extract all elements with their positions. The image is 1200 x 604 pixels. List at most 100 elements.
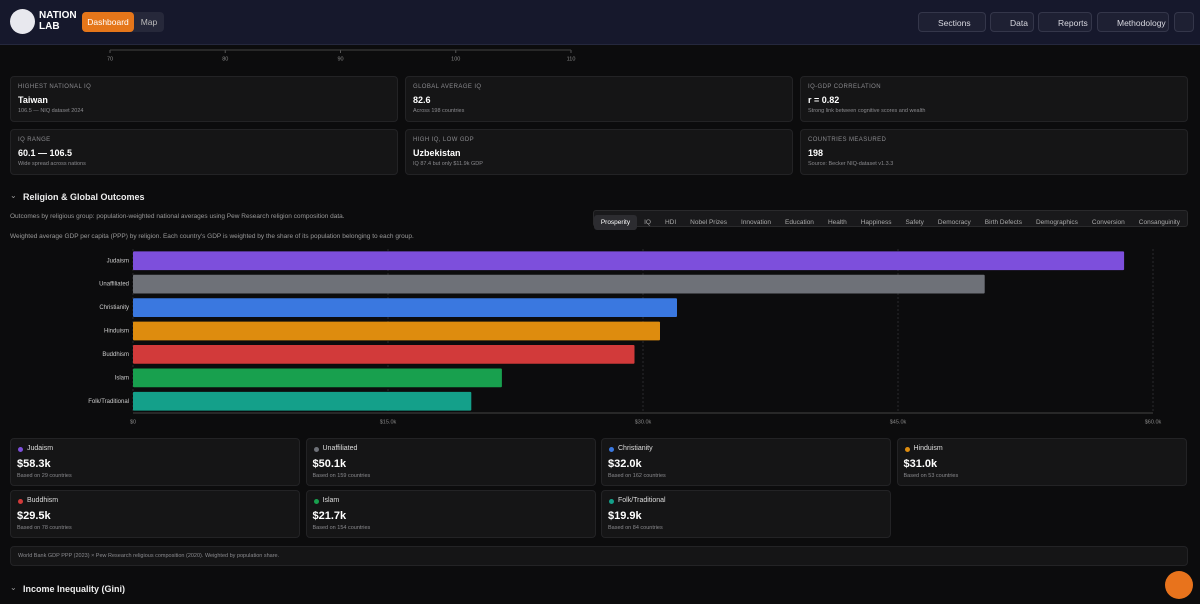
- stat-label: COUNTRIES MEASURED: [808, 137, 887, 143]
- nav-button[interactable]: Data: [990, 12, 1034, 32]
- nav-tabs: Dashboard Map: [82, 12, 164, 32]
- metric-tab[interactable]: Conversion: [1091, 219, 1125, 226]
- stat-value: r = 0.82: [808, 95, 840, 105]
- color-dot: [18, 499, 23, 504]
- group-name: Christianity: [618, 445, 653, 452]
- color-dot: [609, 499, 614, 504]
- collapse-icon[interactable]: ⌄: [10, 191, 17, 200]
- stat-value: Taiwan: [18, 95, 48, 105]
- metric-tab[interactable]: Education: [785, 219, 814, 226]
- footnote: World Bank GDP PPP (2023) × Pew Research…: [18, 553, 280, 559]
- stat-label: HIGHEST NATIONAL IQ: [18, 84, 92, 90]
- metric-tab[interactable]: Innovation: [741, 219, 772, 226]
- stat-note: Across 198 countries: [413, 108, 465, 114]
- group-note: Based on 154 countries: [312, 525, 371, 531]
- bar: [133, 274, 985, 294]
- y-tick-label: Buddhism: [102, 352, 129, 358]
- metric-tab[interactable]: IQ: [644, 219, 651, 226]
- stat-label: IQ RANGE: [18, 137, 51, 143]
- section-title: Religion & Global Outcomes: [23, 192, 145, 202]
- stat-note: Source: Becker NIQ-dataset v1.3.3: [808, 161, 894, 167]
- group-name: Folk/Traditional: [618, 497, 666, 504]
- nav-button[interactable]: Sections: [918, 12, 986, 32]
- group-name: Islam: [322, 497, 340, 504]
- help-button[interactable]: [1174, 12, 1194, 32]
- footnote-box: World Bank GDP PPP (2023) × Pew Research…: [10, 546, 1188, 566]
- stat-note: Strong link between cognitive scores and…: [808, 108, 926, 114]
- x-tick-label: 70: [107, 56, 113, 62]
- group-value: $32.0k: [608, 458, 642, 470]
- bar: [133, 345, 635, 364]
- y-tick-label: Islam: [115, 375, 129, 381]
- stat-card: COUNTRIES MEASURED 198 Source: Becker NIQ-…: [800, 129, 1188, 175]
- chat-button[interactable]: [1165, 571, 1193, 599]
- group-name: Hinduism: [913, 445, 943, 452]
- group-value: $21.7k: [312, 510, 347, 522]
- section-description: Outcomes by religious group: population-…: [10, 213, 345, 220]
- metric-tab[interactable]: Consanguinity: [1138, 219, 1180, 226]
- y-tick-label: Judaism: [107, 258, 129, 264]
- y-tick-label: Folk/Traditional: [88, 399, 129, 405]
- x-tick-label: $15.0k: [380, 419, 397, 425]
- group-note: Based on 29 countries: [17, 473, 72, 479]
- group-card: Buddhism $29.5k Based on 78 countries: [10, 490, 300, 538]
- color-dot: [609, 447, 614, 452]
- stat-label: HIGH IQ, LOW GDP: [413, 137, 475, 143]
- group-card: Folk/Traditional $19.9k Based on 84 countr…: [601, 490, 891, 538]
- bar: [133, 368, 502, 388]
- stat-note: 106.5 — NIQ dataset 2024: [18, 108, 84, 114]
- x-tick-label: 90: [337, 56, 343, 62]
- group-value: $58.3k: [17, 458, 51, 470]
- metric-tab[interactable]: Prosperity: [593, 215, 638, 230]
- group-card: Christianity $32.0k Based on 162 countries: [601, 438, 891, 486]
- metric-tab[interactable]: Birth Defects: [984, 219, 1022, 226]
- group-note: Based on 78 countries: [17, 525, 72, 531]
- group-note: Based on 84 countries: [608, 525, 663, 531]
- group-note: Based on 159 countries: [312, 473, 371, 479]
- group-card: Islam $21.7k Based on 154 countries: [305, 490, 596, 538]
- bar: [133, 298, 677, 317]
- stat-note: Wide spread across nations: [18, 161, 86, 167]
- group-value: $29.5k: [17, 510, 51, 522]
- nav-tab[interactable]: Map: [140, 17, 158, 27]
- chart: $0 $15.0k $30.0k $45.0k $60.0k Judaism Unaffil…: [88, 249, 1162, 425]
- group-value: $50.1k: [312, 458, 347, 470]
- metric-tab[interactable]: Democracy: [937, 219, 971, 226]
- stat-card: HIGH IQ, LOW GDP Uzbekistan IQ 87.4 but on…: [405, 129, 793, 175]
- group-value: $19.9k: [608, 510, 642, 522]
- logo-icon: [10, 9, 35, 34]
- group-note: Based on 162 countries: [608, 473, 666, 479]
- x-tick-label: $30.0k: [635, 419, 652, 425]
- y-tick-label: Unaffiliated: [99, 282, 129, 288]
- x-tick-label: 100: [451, 56, 460, 62]
- stat-card: IQ-GDP CORRELATION r = 0.82 Strong link be…: [800, 76, 1188, 122]
- nav-button[interactable]: Reports: [1038, 12, 1092, 32]
- color-dot: [18, 447, 23, 452]
- metric-tab[interactable]: Happiness: [860, 219, 892, 226]
- stat-value: 198: [808, 148, 824, 158]
- metric-tab[interactable]: HDI: [664, 219, 677, 226]
- group-name: Unaffiliated: [322, 445, 358, 452]
- group-card: Hinduism $31.0k Based on 53 countries: [896, 438, 1187, 486]
- bar: [133, 391, 472, 411]
- nav-tab[interactable]: Dashboard: [82, 12, 134, 32]
- x-tick-label: $60.0k: [1145, 419, 1162, 425]
- y-tick-label: Hinduism: [104, 329, 129, 335]
- nav-button[interactable]: Methodology: [1097, 12, 1169, 32]
- stat-label: GLOBAL AVERAGE IQ: [413, 84, 482, 90]
- logo-text: NATION: [39, 10, 77, 21]
- x-tick-label: 80: [222, 56, 228, 62]
- metric-tab[interactable]: Demographics: [1035, 219, 1078, 226]
- metric-tab[interactable]: Nobel Prizes: [690, 219, 728, 226]
- color-dot: [313, 499, 319, 504]
- metric-tab[interactable]: Safety: [905, 219, 924, 226]
- x-tick-label: $0: [130, 419, 136, 425]
- x-tick-label: 110: [567, 56, 576, 62]
- group-name: Judaism: [27, 445, 54, 452]
- metric-tab[interactable]: Health: [827, 219, 847, 226]
- collapse-icon[interactable]: ⌄: [10, 583, 17, 592]
- stat-card: GLOBAL AVERAGE IQ 82.6 Across 198 countrie…: [405, 76, 793, 122]
- bar: [133, 251, 1125, 271]
- color-dot: [313, 447, 319, 452]
